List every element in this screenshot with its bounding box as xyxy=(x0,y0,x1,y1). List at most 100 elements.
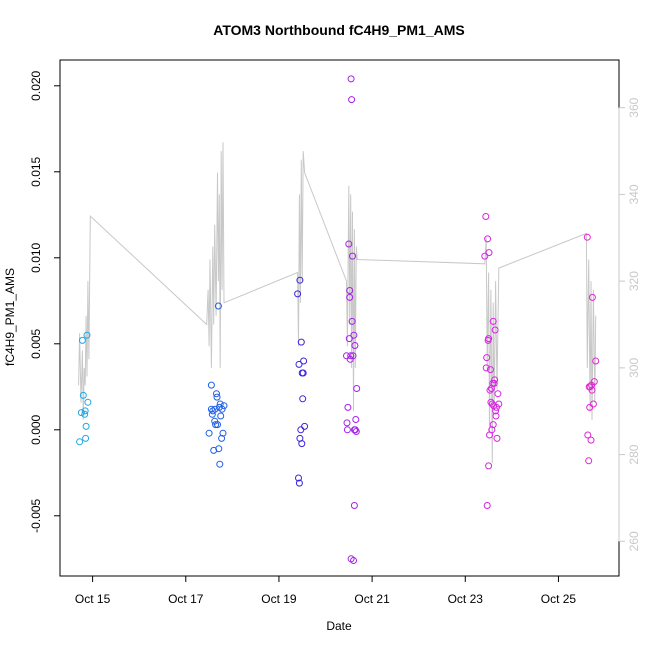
data-point xyxy=(207,381,215,389)
data-point xyxy=(485,462,493,470)
points-group xyxy=(76,75,600,564)
data-point xyxy=(78,336,86,344)
x-tick-label: Oct 17 xyxy=(168,592,204,606)
x-axis-title: Date xyxy=(326,619,352,633)
data-point xyxy=(352,416,360,423)
data-point xyxy=(485,335,493,343)
data-point xyxy=(297,338,305,346)
data-point xyxy=(300,357,308,365)
data-point xyxy=(486,366,494,374)
data-point xyxy=(348,317,356,325)
y-tick-label: -0.005 xyxy=(29,498,43,532)
x-tick-label: Oct 21 xyxy=(354,592,390,606)
data-point xyxy=(590,378,598,386)
data-point xyxy=(347,352,355,360)
data-point xyxy=(592,357,600,365)
data-point xyxy=(492,412,500,420)
data-point xyxy=(346,287,354,294)
data-point xyxy=(350,557,357,564)
data-point xyxy=(345,335,353,343)
y-tick-label: 0.010 xyxy=(29,242,43,272)
y-axis-title: fC4H9_PM1_AMS xyxy=(3,268,17,366)
data-point xyxy=(212,421,220,429)
data-point xyxy=(493,434,501,442)
secondary-series-line xyxy=(78,142,597,464)
data-point xyxy=(483,502,491,509)
data-point xyxy=(588,293,596,301)
data-point xyxy=(482,213,490,220)
data-point xyxy=(345,240,353,248)
data-point xyxy=(343,426,351,434)
data-point xyxy=(207,405,215,413)
x-tick-label: Oct 23 xyxy=(448,592,484,606)
x-tick-label: Oct 19 xyxy=(261,592,297,606)
data-point xyxy=(76,438,84,446)
data-point xyxy=(215,445,223,453)
data-point xyxy=(81,407,89,415)
data-point xyxy=(218,434,226,442)
y2-tick-label: 300 xyxy=(627,358,641,378)
data-point xyxy=(351,426,359,434)
y2-tick-label: 340 xyxy=(627,184,641,204)
plot-area xyxy=(59,59,620,577)
data-point xyxy=(495,400,503,408)
data-point xyxy=(488,426,496,434)
data-point xyxy=(213,393,221,401)
y2-tick-label: 260 xyxy=(627,531,641,551)
data-point xyxy=(217,412,225,420)
data-point xyxy=(482,364,490,372)
data-point xyxy=(299,395,307,403)
data-point xyxy=(584,431,592,439)
data-point xyxy=(481,252,489,260)
data-point xyxy=(295,479,303,487)
data-point xyxy=(214,302,222,310)
data-point xyxy=(487,385,495,392)
y2-axis: 260 280 300 320 340 360 xyxy=(618,97,641,551)
data-point xyxy=(489,421,497,429)
data-point xyxy=(77,409,85,417)
data-point xyxy=(343,419,351,427)
data-point xyxy=(82,434,90,442)
data-point xyxy=(585,457,593,465)
y-tick-label: 0.015 xyxy=(29,156,43,186)
data-point xyxy=(347,75,355,83)
data-point xyxy=(350,502,358,509)
data-point xyxy=(349,252,356,260)
data-point xyxy=(484,235,492,243)
data-point xyxy=(588,386,596,394)
data-point xyxy=(301,422,309,430)
data-point xyxy=(213,390,220,398)
y-tick-label: 0.005 xyxy=(29,328,43,358)
data-point xyxy=(350,331,358,339)
data-point xyxy=(346,293,354,301)
data-point xyxy=(352,428,360,435)
data-point xyxy=(216,460,224,468)
data-point xyxy=(483,354,491,362)
data-point xyxy=(587,436,595,444)
data-point xyxy=(297,426,305,434)
data-point xyxy=(494,390,502,398)
data-point xyxy=(348,96,356,104)
data-point xyxy=(344,403,352,411)
y2-tick-label: 280 xyxy=(627,444,641,464)
y2-tick-label: 360 xyxy=(627,97,641,117)
data-point xyxy=(349,352,357,360)
data-point xyxy=(220,402,228,410)
y-tick-label: 0.000 xyxy=(29,414,43,444)
data-point xyxy=(214,421,221,429)
x-tick-label: Oct 15 xyxy=(75,592,111,606)
data-point xyxy=(491,376,499,384)
data-point xyxy=(294,290,302,298)
data-point xyxy=(295,474,302,482)
data-point xyxy=(296,276,304,284)
data-point xyxy=(79,391,87,399)
data-point xyxy=(295,360,303,368)
data-point xyxy=(353,385,361,392)
data-point xyxy=(489,317,497,325)
data-point xyxy=(298,440,306,448)
data-point xyxy=(218,405,226,413)
data-point xyxy=(491,326,499,334)
secondary-series-group xyxy=(78,142,597,464)
data-point xyxy=(205,429,213,437)
